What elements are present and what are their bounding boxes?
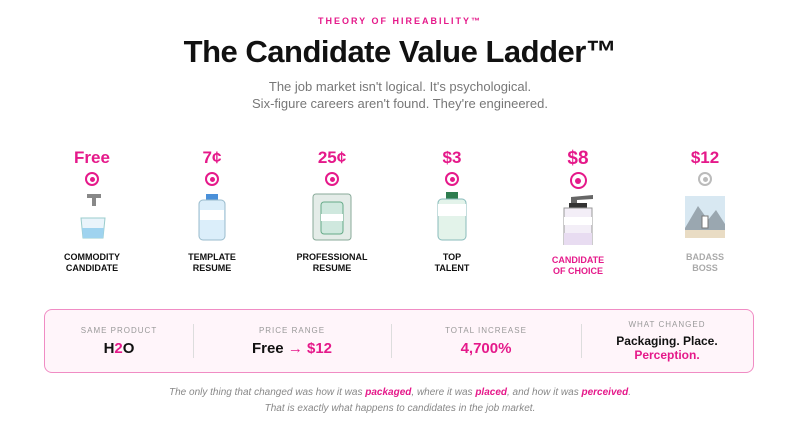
marker xyxy=(205,172,219,186)
text: H xyxy=(103,340,115,357)
label-line: PROFESSIONAL xyxy=(296,252,368,262)
divider xyxy=(581,324,582,358)
summary-box: SAME PRODUCT H2O PRICE RANGE Free → $12 … xyxy=(44,309,754,373)
summary-label: SAME PRODUCT xyxy=(80,326,158,335)
label-line: OF CHOICE xyxy=(552,266,603,276)
text: Packaging. Place. xyxy=(616,334,718,348)
step-label: BADASS BOSS xyxy=(640,252,770,274)
marker xyxy=(569,172,587,189)
arrow: → xyxy=(287,340,303,357)
marker xyxy=(325,172,339,186)
subtitle: Six-figure careers aren't found. They're… xyxy=(252,96,548,111)
step: $3 TOP TALENT xyxy=(387,148,517,274)
icon xyxy=(563,195,593,245)
step: 25¢ PROFESSIONAL RESUME xyxy=(267,148,397,274)
text: 2 xyxy=(114,340,123,357)
icon xyxy=(437,192,467,241)
icon xyxy=(80,194,106,239)
summary-label: TOTAL INCREASE xyxy=(445,326,527,335)
text: $12 xyxy=(307,340,333,357)
summary-item: PRICE RANGE Free → $12 xyxy=(193,310,391,372)
marker xyxy=(698,172,712,186)
summary-item: TOTAL INCREASE 4,700% xyxy=(391,310,581,372)
label-line: BADASS xyxy=(685,252,724,262)
step-label: COMMODITY CANDIDATE xyxy=(27,252,157,274)
label-line: TEMPLATE xyxy=(188,252,236,262)
label-line: COMMODITY xyxy=(64,252,120,262)
step: 7¢ TEMPLATE RESUME xyxy=(147,148,277,274)
subtitle: The job market isn't logical. It's psych… xyxy=(268,79,532,94)
price: Free xyxy=(74,148,110,167)
summary-item: WHAT CHANGED Packaging. Place. Perception… xyxy=(581,310,753,372)
text: O xyxy=(122,340,135,357)
summary-item: SAME PRODUCT H2O xyxy=(45,310,193,372)
divider xyxy=(193,324,194,358)
summary-label: PRICE RANGE xyxy=(258,326,326,335)
text: . xyxy=(628,387,631,398)
text: Perception. xyxy=(634,348,700,362)
step: $8 CANDIDATE OF CHOICE xyxy=(513,148,643,277)
icon xyxy=(685,196,725,238)
step-label: PROFESSIONAL RESUME xyxy=(267,252,397,274)
footer-line: That is exactly what happens to candidat… xyxy=(264,403,536,414)
highlight: perceived xyxy=(581,387,629,398)
step-label: TEMPLATE RESUME xyxy=(147,252,277,274)
summary-label: WHAT CHANGED xyxy=(628,320,706,329)
text: , where it was xyxy=(411,387,476,398)
highlight: packaged xyxy=(365,387,412,398)
price: 25¢ xyxy=(317,148,347,167)
text: , and how it was xyxy=(507,387,582,398)
step: $12 BADASS BOSS xyxy=(640,148,770,274)
step-label: TOP TALENT xyxy=(387,252,517,274)
label-line: CANDIDATE xyxy=(551,255,605,265)
label-line: TOP xyxy=(442,252,462,262)
footer-line: The only thing that changed was how it w… xyxy=(0,387,800,398)
price: 7¢ xyxy=(202,148,222,167)
text: Free xyxy=(251,340,284,357)
divider xyxy=(391,324,392,358)
text: The only thing that changed was how it w… xyxy=(169,387,366,398)
icon xyxy=(312,193,352,241)
summary-value: Free → $12 xyxy=(193,340,391,357)
title: The Candidate Value Ladder™ xyxy=(183,34,617,69)
price: $3 xyxy=(442,148,462,167)
label-line: CANDIDATE xyxy=(65,263,119,273)
label-line: RESUME xyxy=(312,263,352,273)
price: $12 xyxy=(690,148,720,167)
marker xyxy=(85,172,99,186)
eyebrow: THEORY OF HIREABILITY™ xyxy=(317,16,482,26)
highlight: placed xyxy=(475,387,507,398)
marker xyxy=(445,172,459,186)
label-line: TALENT xyxy=(434,263,470,273)
label-line: BOSS xyxy=(692,263,718,273)
icon xyxy=(198,194,226,241)
label-line: RESUME xyxy=(192,263,232,273)
step: Free COMMODITY CANDIDATE xyxy=(27,148,157,274)
summary-value: H2O xyxy=(45,340,193,357)
summary-value: Packaging. Place. Perception. xyxy=(581,334,753,362)
price: $8 xyxy=(567,148,589,169)
step-label: CANDIDATE OF CHOICE xyxy=(513,255,643,277)
summary-value: 4,700% xyxy=(460,340,512,357)
